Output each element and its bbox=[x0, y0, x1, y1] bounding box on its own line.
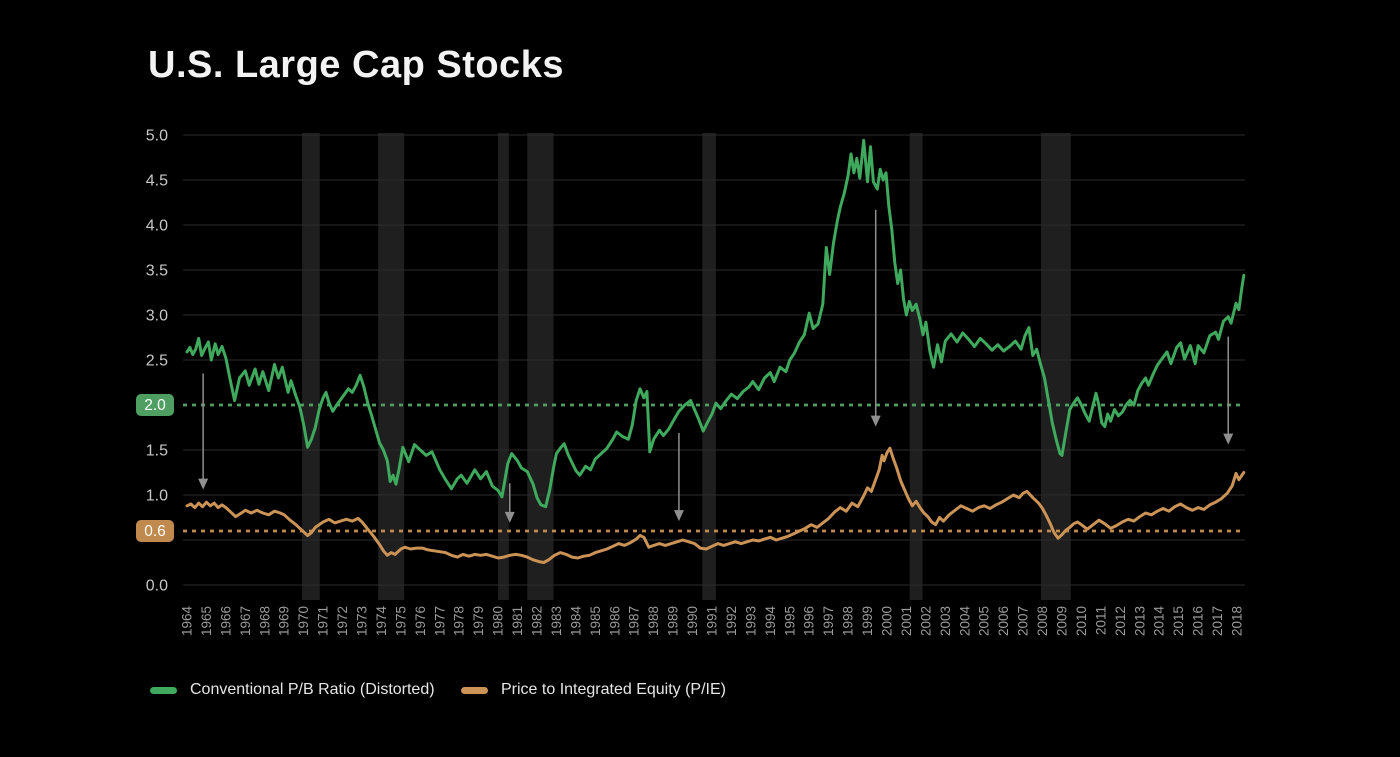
x-tick-label-2004: 2004 bbox=[957, 606, 972, 637]
threshold-badge-label-0.6: 0.6 bbox=[144, 523, 166, 540]
x-tick-label-1984: 1984 bbox=[568, 606, 583, 637]
x-tick-label-2013: 2013 bbox=[1132, 606, 1147, 636]
x-tick-label-1986: 1986 bbox=[607, 606, 622, 636]
x-tick-label-1968: 1968 bbox=[257, 606, 272, 636]
x-tick-label-2016: 2016 bbox=[1191, 606, 1206, 636]
x-tick-label-1999: 1999 bbox=[860, 606, 875, 636]
x-tick-label-2006: 2006 bbox=[996, 606, 1011, 636]
pb-ratio-line bbox=[185, 138, 1246, 509]
x-tick-label-1977: 1977 bbox=[432, 606, 447, 636]
x-tick-label-1969: 1969 bbox=[277, 606, 292, 636]
annotation-arrow-head bbox=[870, 415, 881, 427]
x-tick-label-1980: 1980 bbox=[491, 606, 506, 636]
legend-label-pb-ratio: Conventional P/B Ratio (Distorted) bbox=[190, 681, 435, 698]
x-tick-label-1985: 1985 bbox=[588, 606, 603, 636]
y-tick-label-0.0: 0.0 bbox=[146, 578, 168, 595]
recession-band bbox=[702, 133, 716, 600]
annotation-arrow-head bbox=[504, 511, 515, 523]
x-tick-label-2014: 2014 bbox=[1152, 606, 1167, 637]
x-tick-label-1994: 1994 bbox=[763, 606, 778, 637]
legend-swatch-pie bbox=[461, 687, 488, 694]
x-tick-label-1989: 1989 bbox=[666, 606, 681, 636]
recession-band bbox=[909, 133, 923, 600]
x-tick-label-1987: 1987 bbox=[627, 606, 642, 636]
recession-band bbox=[498, 133, 509, 600]
y-tick-label-5.0: 5.0 bbox=[146, 128, 168, 145]
x-tick-label-1982: 1982 bbox=[529, 606, 544, 636]
x-tick-label-2001: 2001 bbox=[899, 606, 914, 636]
x-tick-label-2002: 2002 bbox=[918, 606, 933, 636]
x-tick-label-2010: 2010 bbox=[1074, 606, 1089, 636]
y-tick-label-4.0: 4.0 bbox=[146, 218, 168, 235]
threshold-badge-2.0 bbox=[136, 394, 174, 416]
y-tick-label-3.5: 3.5 bbox=[146, 263, 168, 280]
x-tick-label-2009: 2009 bbox=[1054, 606, 1069, 636]
x-tick-label-1988: 1988 bbox=[646, 606, 661, 636]
x-tick-label-1981: 1981 bbox=[510, 606, 525, 636]
x-tick-label-2008: 2008 bbox=[1035, 606, 1050, 636]
x-tick-label-1983: 1983 bbox=[549, 606, 564, 636]
threshold-badge-label-2.0: 2.0 bbox=[144, 397, 166, 414]
threshold-badge-0.6 bbox=[136, 520, 174, 542]
x-tick-label-1972: 1972 bbox=[335, 606, 350, 636]
x-tick-label-1979: 1979 bbox=[471, 606, 486, 636]
x-tick-label-1978: 1978 bbox=[452, 606, 467, 636]
chart-title: U.S. Large Cap Stocks bbox=[148, 44, 564, 86]
annotation-arrow-head bbox=[198, 478, 209, 490]
y-tick-label-1.0: 1.0 bbox=[146, 488, 168, 505]
x-tick-label-2003: 2003 bbox=[938, 606, 953, 636]
x-tick-label-1966: 1966 bbox=[218, 606, 233, 636]
x-tick-label-2018: 2018 bbox=[1229, 606, 1244, 636]
x-tick-label-1973: 1973 bbox=[354, 606, 369, 636]
x-tick-label-2000: 2000 bbox=[879, 606, 894, 636]
x-tick-label-1998: 1998 bbox=[841, 606, 856, 636]
annotation-arrow-head bbox=[1223, 433, 1234, 445]
y-tick-label-3.0: 3.0 bbox=[146, 308, 168, 325]
x-tick-label-1974: 1974 bbox=[374, 606, 389, 637]
legend-swatch-pb-ratio bbox=[150, 687, 177, 694]
x-tick-label-1964: 1964 bbox=[180, 606, 195, 637]
recession-band bbox=[527, 133, 554, 600]
y-tick-label-2.5: 2.5 bbox=[146, 353, 168, 370]
x-tick-label-1965: 1965 bbox=[199, 606, 214, 636]
x-tick-label-2017: 2017 bbox=[1210, 606, 1225, 636]
x-tick-label-1997: 1997 bbox=[821, 606, 836, 636]
y-tick-label-4.5: 4.5 bbox=[146, 173, 168, 190]
x-tick-label-1993: 1993 bbox=[743, 606, 758, 636]
x-tick-label-1971: 1971 bbox=[316, 606, 331, 636]
x-tick-label-2015: 2015 bbox=[1171, 606, 1186, 636]
recession-band bbox=[1040, 133, 1071, 600]
recession-band bbox=[302, 133, 320, 600]
x-tick-label-1990: 1990 bbox=[685, 606, 700, 636]
y-tick-label-1.5: 1.5 bbox=[146, 443, 168, 460]
x-tick-label-1967: 1967 bbox=[238, 606, 253, 636]
x-tick-label-1991: 1991 bbox=[704, 606, 719, 636]
pie-line bbox=[185, 446, 1246, 564]
annotation-arrow-head bbox=[673, 510, 684, 522]
legend-label-pie: Price to Integrated Equity (P/IE) bbox=[501, 681, 726, 698]
x-tick-label-2005: 2005 bbox=[977, 606, 992, 636]
x-tick-label-2007: 2007 bbox=[1016, 606, 1031, 636]
x-tick-label-1975: 1975 bbox=[393, 606, 408, 636]
x-tick-label-1970: 1970 bbox=[296, 606, 311, 636]
x-tick-label-2012: 2012 bbox=[1113, 606, 1128, 636]
x-tick-label-2011: 2011 bbox=[1093, 606, 1108, 635]
x-tick-label-1992: 1992 bbox=[724, 606, 739, 636]
x-tick-label-1996: 1996 bbox=[802, 606, 817, 636]
recession-band bbox=[378, 133, 405, 600]
x-tick-label-1976: 1976 bbox=[413, 606, 428, 636]
x-tick-label-1995: 1995 bbox=[782, 606, 797, 636]
